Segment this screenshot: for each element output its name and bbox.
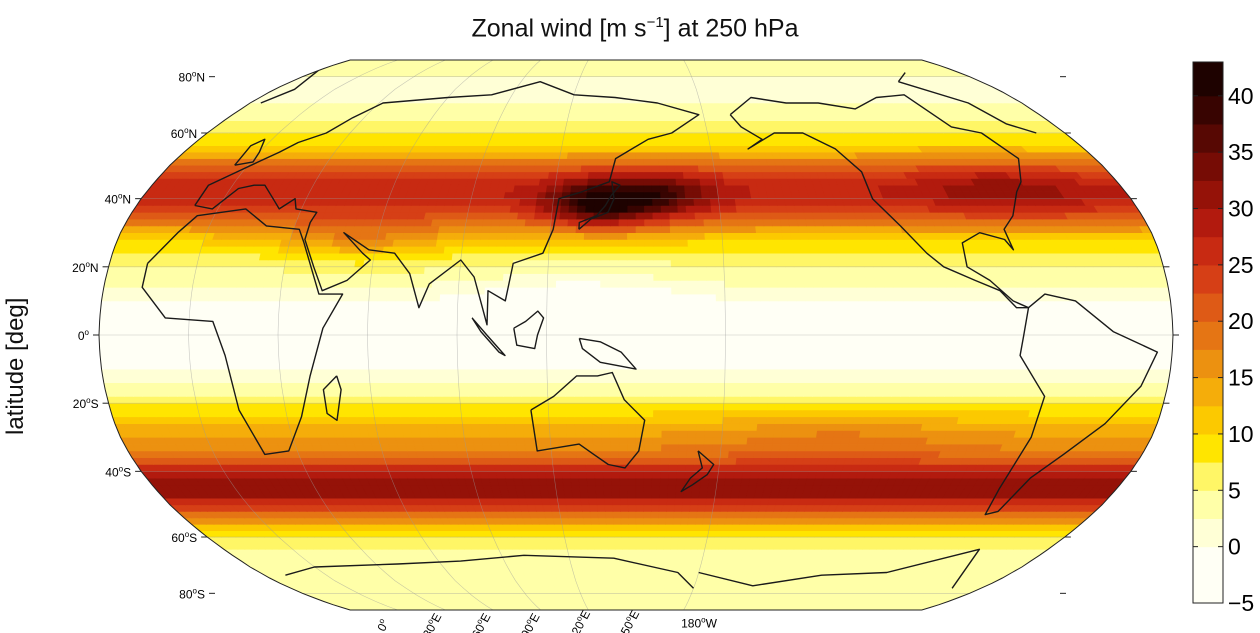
lat-tick-label: 40oN xyxy=(105,192,131,207)
coastline-eurasia xyxy=(194,81,700,326)
lat-tick-label: 20oN xyxy=(72,260,98,275)
colorbar-tick-label: 40 xyxy=(1228,83,1254,109)
colorbar-band xyxy=(1193,321,1223,350)
lon-tick-label: 90oE xyxy=(518,611,542,633)
chart-title: Zonal wind [m s−1] at 250 hPa xyxy=(471,14,799,43)
coastline-new-zealand xyxy=(680,450,715,493)
coastlines xyxy=(141,70,1159,589)
colorbar-tick-label: 25 xyxy=(1228,252,1254,278)
colorbar-band xyxy=(1193,349,1223,379)
coastline-n-america xyxy=(729,94,1030,309)
colorbar-band xyxy=(1193,62,1223,97)
lon-tick-label: 0o xyxy=(374,616,390,633)
colorbar-band xyxy=(1193,518,1223,548)
colorbar-band xyxy=(1193,293,1223,322)
colorbar-tick-label: 35 xyxy=(1228,139,1254,165)
colorbar-band xyxy=(1193,95,1223,125)
lat-tick-label: 80oN xyxy=(179,70,205,85)
colorbar-band xyxy=(1193,264,1223,294)
lat-tick-label: 0o xyxy=(78,328,90,343)
lat-tick-label: 60oN xyxy=(171,126,197,141)
lon-tick-label: 150oE xyxy=(615,608,643,633)
colorbar-band xyxy=(1193,433,1223,463)
coastline-africa xyxy=(141,208,344,456)
lat-tick-label: 80oS xyxy=(179,586,205,601)
colorbar-band xyxy=(1193,546,1223,604)
colorbar-band xyxy=(1193,236,1223,266)
lat-tick-label: 20oS xyxy=(73,396,99,411)
colorbar-band xyxy=(1193,405,1223,435)
coastline-greenland xyxy=(260,70,1037,134)
colorbar-tick-label: −5 xyxy=(1228,590,1254,615)
colorbar-tick-label: 30 xyxy=(1228,196,1254,222)
lon-tick-label: 30oE xyxy=(420,611,444,633)
colorbar-band xyxy=(1193,124,1223,153)
coastline-australia xyxy=(530,371,646,469)
colorbar-band xyxy=(1193,180,1223,209)
coastline-uk xyxy=(234,138,266,166)
colorbar-tick-label: 5 xyxy=(1228,477,1241,503)
colorbar-tick-label: 0 xyxy=(1228,534,1241,560)
colorbar: −5 0 5 10 15 20 25 30 35 40 xyxy=(1192,61,1254,615)
colorbar-tick-label: 10 xyxy=(1228,421,1254,447)
lon-tick-label: 120oE xyxy=(566,608,594,633)
lon-tick-label: 60oE xyxy=(469,611,493,633)
lat-tick-label: 60oS xyxy=(171,530,197,545)
coastline-sumatra xyxy=(471,317,506,357)
map-frame xyxy=(98,59,1174,611)
colorbar-tick-label: 20 xyxy=(1228,308,1254,334)
coastline-japan xyxy=(578,181,621,230)
colorbar-band xyxy=(1193,152,1223,181)
lat-tick-label: 40oS xyxy=(105,464,131,479)
coastline-borneo xyxy=(513,310,545,350)
colorbar-band xyxy=(1193,208,1223,238)
colorbar-tick-label: 15 xyxy=(1228,365,1254,391)
coastline-antarctica xyxy=(285,548,981,589)
coastline-madagascar xyxy=(322,375,342,421)
colorbar-frame xyxy=(1192,61,1224,604)
lon-tick-label: 180oW xyxy=(681,615,717,630)
colorbar-band xyxy=(1193,490,1223,519)
coastline-new-guinea xyxy=(578,337,637,370)
colorbar-band xyxy=(1193,377,1223,407)
coastline-s-america xyxy=(984,293,1159,516)
colorbar-band xyxy=(1193,462,1223,491)
